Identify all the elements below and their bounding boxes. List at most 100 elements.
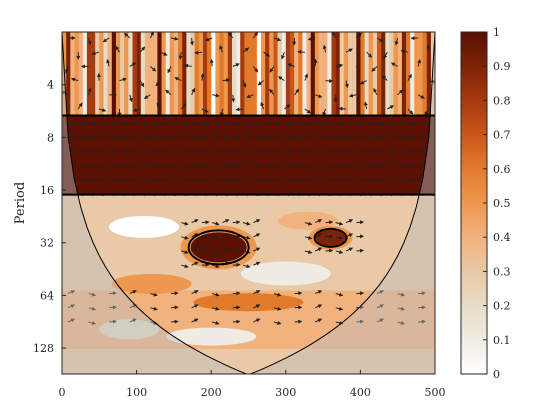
- y-tick-label-4: 64: [40, 289, 54, 302]
- phase-arrow-4: [149, 32, 154, 39]
- stripe-38: [219, 32, 224, 116]
- stripe-9: [99, 32, 104, 116]
- stripe-84: [410, 32, 415, 116]
- stripe-68: [343, 32, 349, 116]
- stripe-78: [385, 32, 390, 116]
- phase-arrow-95: [180, 103, 187, 110]
- y-tick-label-3: 32: [40, 237, 54, 250]
- phase-arrow-386: [314, 290, 323, 295]
- stripe-23: [157, 32, 162, 116]
- phase-arrow-89: [417, 94, 425, 99]
- phase-arrow-51: [371, 66, 378, 72]
- x-tick-label-1: 100: [126, 386, 147, 399]
- phase-arrow-82: [269, 88, 275, 96]
- stripe-35: [207, 32, 212, 116]
- phase-arrow-426: [397, 321, 406, 325]
- phase-arrow-404: [314, 304, 323, 309]
- phase-arrow-14: [356, 32, 362, 39]
- phase-arrow-46: [269, 66, 275, 73]
- phase-arrow-416: [191, 318, 199, 323]
- colorbar-tick-label-9: 0.9: [493, 60, 511, 73]
- phase-arrow-41: [167, 66, 172, 74]
- phase-arrow-84: [315, 94, 323, 98]
- phase-arrow-357: [232, 248, 241, 253]
- phase-arrow-75: [128, 94, 133, 103]
- phase-arrow-380: [191, 290, 199, 295]
- phase-arrow-53: [417, 58, 422, 67]
- phase-arrow-418: [232, 319, 241, 324]
- stripe-71: [356, 32, 361, 116]
- stripe-10: [103, 32, 108, 116]
- phase-arrow-60: [200, 73, 205, 81]
- stripe-31: [190, 32, 195, 116]
- phase-arrow-400: [232, 305, 241, 310]
- texture-blob-7: [166, 327, 257, 346]
- cone-of-influence-line: [62, 32, 435, 374]
- phase-arrow-67: [344, 80, 349, 89]
- stripe-18: [136, 32, 141, 116]
- phase-arrow-379: [170, 291, 179, 296]
- phase-arrow-412: [109, 319, 117, 324]
- phase-arrow-417: [212, 321, 220, 325]
- phase-arrow-63: [257, 80, 265, 86]
- phase-arrow-398: [191, 304, 199, 309]
- stripe-69: [348, 32, 353, 116]
- phase-arrow-427: [418, 319, 426, 324]
- x-tick-label-4: 400: [350, 386, 371, 399]
- stripe-75: [372, 32, 378, 116]
- phase-arrow-38: [106, 59, 111, 67]
- stripe-25: [165, 32, 170, 116]
- phase-arrow-345: [253, 233, 261, 238]
- stripe-11: [107, 32, 112, 116]
- stripe-57: [298, 32, 303, 116]
- phase-arrow-377: [129, 290, 137, 295]
- phase-arrow-368: [201, 262, 210, 267]
- x-tick-label-0: 0: [59, 386, 66, 399]
- phase-arrow-425: [376, 318, 384, 323]
- phase-arrow-42: [184, 63, 192, 68]
- stripe-70: [352, 32, 357, 116]
- phase-arrow-12: [307, 36, 316, 41]
- phase-arrow-326: [201, 220, 210, 225]
- contour-island-2: [313, 227, 348, 248]
- phase-arrow-419: [253, 318, 261, 323]
- stripe-40: [227, 32, 233, 116]
- phase-arrow-371: [232, 262, 241, 267]
- phase-arrow-333: [314, 219, 323, 224]
- phase-arrow-327: [212, 221, 220, 226]
- contour-island-1: [187, 229, 250, 266]
- phase-arrow-393: [88, 306, 97, 311]
- stripe-5: [82, 32, 87, 116]
- phase-arrow-77: [165, 89, 172, 96]
- stripe-81: [397, 32, 402, 116]
- stripe-52: [277, 32, 282, 116]
- texture-blob-1: [278, 211, 339, 230]
- stripe-87: [422, 32, 427, 116]
- phase-arrow-390: [397, 292, 406, 297]
- stripe-72: [360, 32, 365, 116]
- y-tick-label-0: 4: [47, 79, 54, 92]
- phase-arrows: [62, 32, 435, 325]
- colorbar-tick-label-4: 0.4: [493, 231, 511, 244]
- high-frequency-stripes: [62, 32, 435, 116]
- phase-arrow-378: [150, 292, 158, 297]
- phase-arrow-50: [355, 66, 361, 74]
- phase-arrow-16: [394, 37, 399, 46]
- island-core-3: [190, 232, 247, 263]
- phase-arrow-374: [67, 290, 75, 295]
- stripe-85: [414, 32, 419, 116]
- stripe-50: [269, 32, 274, 116]
- stripe-44: [244, 32, 249, 116]
- phase-arrow-8: [228, 32, 234, 39]
- phase-arrow-87: [373, 88, 378, 96]
- phase-arrow-332: [304, 221, 313, 226]
- stripe-60: [310, 32, 315, 116]
- stripe-82: [401, 32, 407, 116]
- stripe-86: [418, 32, 423, 116]
- phase-arrow-360: [304, 250, 313, 254]
- phase-arrow-93: [132, 108, 141, 112]
- stripe-20: [144, 32, 150, 116]
- stripe-67: [339, 32, 344, 116]
- y-axis-label: Period: [13, 182, 28, 224]
- stripe-47: [256, 32, 262, 116]
